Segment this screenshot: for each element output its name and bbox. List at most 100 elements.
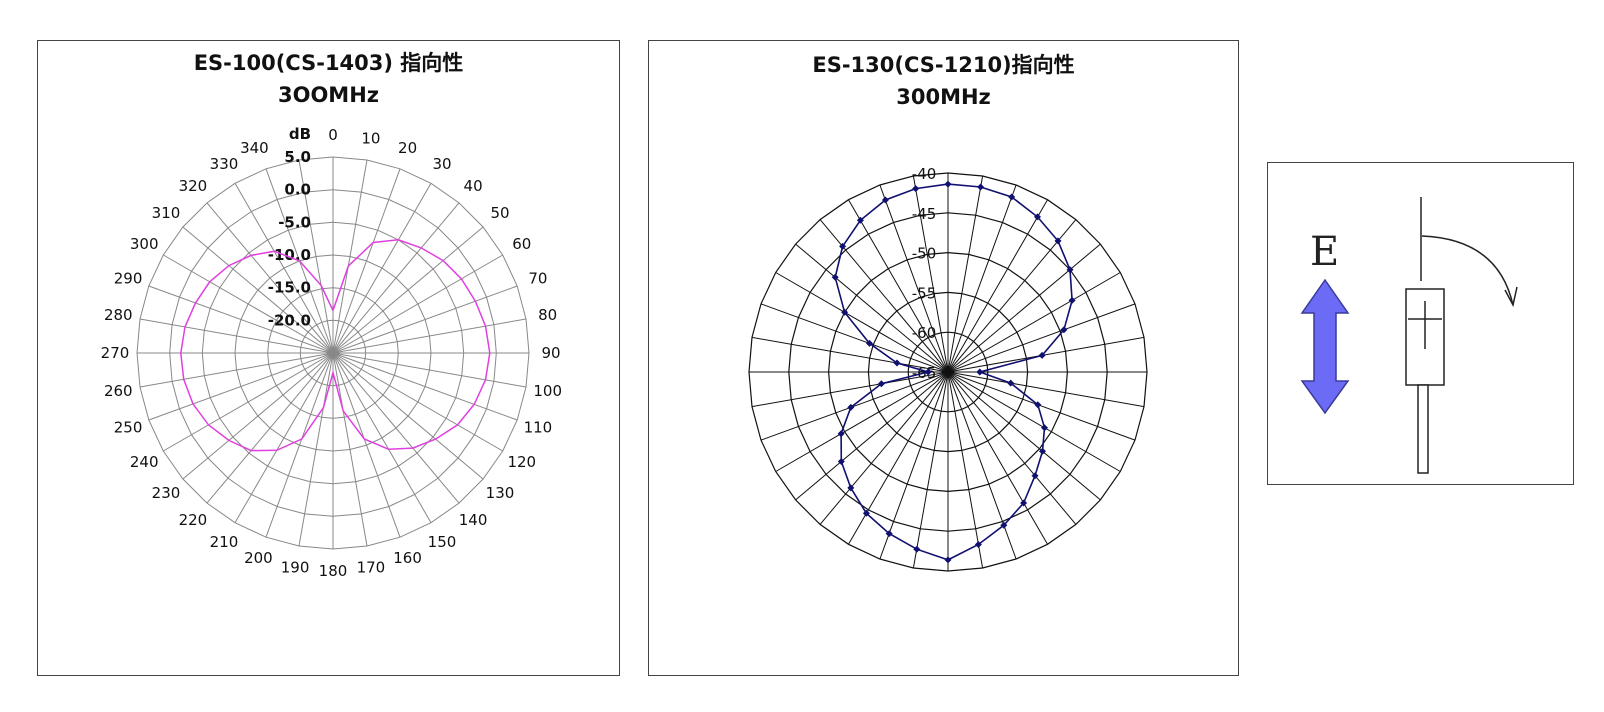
grid-spoke (182, 352, 334, 480)
grid-spoke (298, 352, 334, 547)
series-marker (885, 530, 893, 538)
grid-spoke (332, 352, 484, 480)
grid-spoke (148, 352, 334, 421)
grid-spoke (234, 352, 334, 523)
grid-spoke (775, 371, 949, 472)
grid-spoke (947, 371, 984, 569)
grid-spoke (947, 184, 1017, 373)
angle-tick-label: 160 (393, 549, 422, 567)
radial-tick-label: -60 (912, 324, 937, 342)
angle-tick-label: 0 (328, 126, 338, 144)
grid-spoke (332, 352, 527, 388)
grid-spoke (163, 254, 334, 354)
grid-spoke (332, 352, 401, 538)
radial-tick-label: -50 (912, 245, 937, 263)
grid-spoke (182, 226, 334, 354)
angle-tick-label: 10 (361, 129, 380, 147)
radial-tick-label: 0.0 (284, 181, 311, 199)
angle-tick-label: 180 (319, 562, 348, 580)
angle-tick-label: 190 (281, 559, 310, 577)
angle-tick-label: 40 (464, 177, 483, 195)
angle-tick-label: 330 (210, 155, 239, 173)
angle-tick-label: 130 (486, 484, 515, 502)
series-marker (1068, 296, 1076, 304)
grid-spoke (947, 219, 1077, 373)
series-marker (837, 458, 845, 465)
series-marker (1000, 521, 1008, 529)
series-marker (1007, 379, 1015, 387)
grid-spoke (795, 243, 949, 373)
chart-title: ES-130(CS-1210)指向性 (812, 53, 1075, 77)
grid-spoke (947, 175, 984, 373)
polar-grid (748, 172, 1148, 572)
series-marker (862, 509, 870, 517)
series-marker (912, 185, 920, 193)
grid-spoke (139, 352, 334, 388)
angle-tick-label: 310 (152, 204, 181, 222)
grid-spoke (947, 272, 1121, 373)
grid-spoke (947, 243, 1101, 373)
angle-tick-label: 340 (240, 139, 269, 157)
radial-tick-label: -55 (912, 284, 937, 302)
grid-spoke (234, 183, 334, 354)
radial-tick-label: 5.0 (284, 148, 311, 166)
series-marker (841, 308, 849, 316)
series-marker (976, 368, 984, 376)
series-marker (1034, 213, 1041, 221)
chart-title: ES-100(CS-1403) 指向性 (193, 51, 464, 75)
grid-spoke (775, 272, 949, 373)
angle-tick-label: 120 (507, 453, 536, 471)
grid-spoke (848, 199, 949, 373)
grid-spoke (265, 352, 334, 538)
radial-tick-label: -10.0 (268, 246, 311, 264)
grid-spoke (912, 371, 949, 569)
grid-spoke (947, 371, 1121, 472)
angle-tick-label: 80 (538, 306, 557, 324)
grid-spoke (332, 352, 503, 452)
series-marker (881, 196, 889, 204)
radial-unit-label: dB (289, 125, 311, 143)
radial-tick-label: -45 (912, 205, 937, 223)
angle-tick-label: 300 (130, 235, 159, 253)
grid-spoke (819, 371, 949, 525)
series-marker (1060, 326, 1068, 334)
double-arrow-icon (1300, 278, 1350, 415)
grid-spoke (332, 352, 460, 504)
grid-spoke (947, 199, 1048, 373)
series-marker (944, 556, 952, 564)
grid-spoke (751, 371, 949, 408)
angle-tick-label: 290 (114, 269, 143, 287)
grid-spoke (760, 303, 949, 373)
angle-tick-label: 100 (533, 382, 562, 400)
angle-tick-label: 210 (210, 533, 239, 551)
grid-spoke (947, 371, 1136, 441)
angle-tick-label: 20 (398, 139, 417, 157)
angle-tick-label: 170 (357, 559, 386, 577)
grid-spoke (298, 159, 334, 354)
angle-tick-label: 150 (428, 533, 457, 551)
series-marker (1041, 424, 1048, 432)
radial-tick-label: -40 (912, 165, 937, 183)
rotation-arrowhead-icon (1504, 286, 1518, 308)
angle-tick-label: 230 (152, 484, 181, 502)
grid-spoke (848, 371, 949, 545)
series-marker (831, 273, 839, 281)
series-marker (847, 484, 855, 492)
e-field-label: E (1310, 229, 1340, 275)
grid-spoke (795, 371, 949, 501)
rotation-arrow-icon (1421, 235, 1514, 306)
grid-spoke (206, 352, 334, 504)
series-marker (877, 380, 885, 388)
grid-spoke (947, 371, 1048, 545)
angle-tick-label: 140 (459, 511, 488, 529)
series-marker (839, 242, 847, 250)
series-marker (1020, 499, 1028, 507)
angle-tick-label: 280 (104, 306, 133, 324)
series-marker (913, 545, 921, 553)
series-marker (893, 359, 901, 367)
series-marker (1054, 237, 1062, 245)
chart-subtitle: 3OOMHz (277, 83, 379, 107)
series-marker (837, 430, 845, 438)
radial-tick-label: -15.0 (268, 279, 311, 297)
